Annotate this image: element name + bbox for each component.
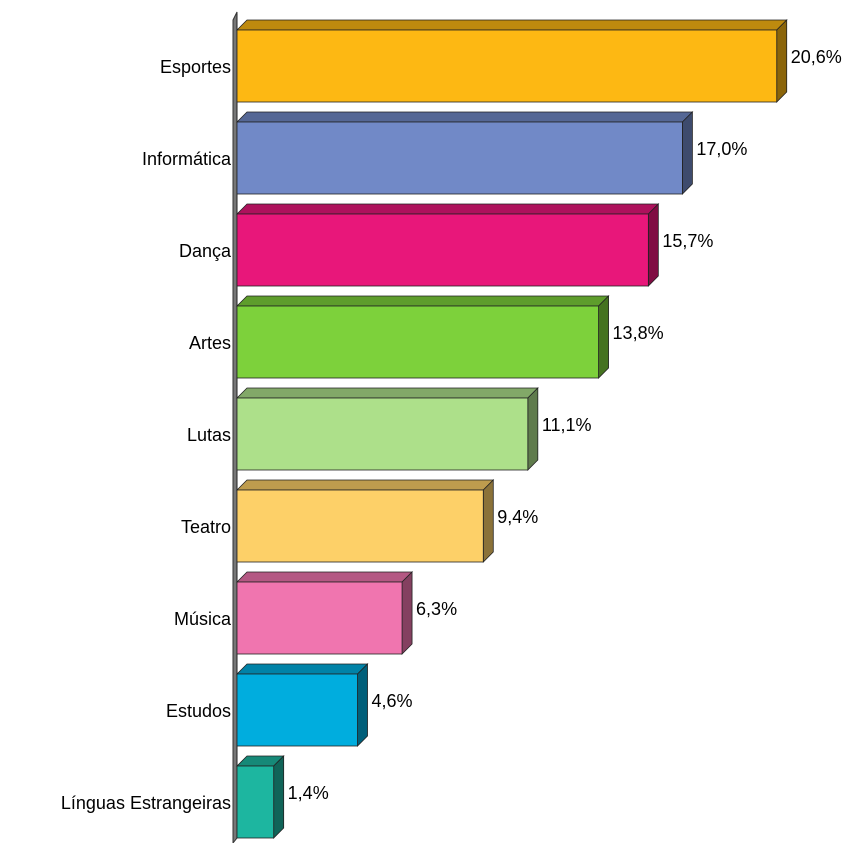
bar: [236, 121, 683, 195]
value-label: 4,6%: [372, 691, 413, 711]
category-label: Música: [174, 609, 232, 629]
bar-top: [236, 295, 610, 307]
value-label: 13,8%: [613, 323, 664, 343]
bar: [236, 305, 599, 379]
value-label: 11,1%: [542, 415, 592, 435]
value-label: 15,7%: [662, 231, 713, 251]
bar-side: [776, 19, 788, 103]
bar-top: [236, 479, 495, 491]
bar: [236, 213, 649, 287]
category-label: Informática: [142, 149, 232, 169]
bar: [236, 489, 484, 563]
bar-top: [236, 19, 788, 31]
category-label: Estudos: [166, 701, 231, 721]
bar: [236, 397, 529, 471]
bar-side: [401, 571, 413, 655]
value-label: 17,0%: [696, 139, 747, 159]
bar-side: [482, 479, 494, 563]
bar-top: [236, 571, 414, 583]
category-label: Teatro: [181, 517, 231, 537]
axis-wall: [232, 11, 238, 843]
bar: [236, 581, 403, 655]
bar-side: [273, 755, 285, 839]
bar-side: [647, 203, 659, 287]
category-label: Línguas Estrangeiras: [61, 793, 231, 813]
bar-top: [236, 203, 660, 215]
value-label: 1,4%: [288, 783, 329, 803]
value-label: 6,3%: [416, 599, 457, 619]
category-label: Lutas: [187, 425, 231, 445]
bar: [236, 673, 358, 747]
category-label: Esportes: [160, 57, 231, 77]
category-label: Dança: [179, 241, 232, 261]
value-label: 20,6%: [791, 47, 842, 67]
bar-side: [598, 295, 609, 379]
bar-side: [357, 663, 368, 747]
bar-top: [236, 111, 694, 123]
bar-side: [527, 387, 539, 471]
bar-side: [682, 111, 693, 195]
bar: [236, 29, 778, 103]
bar: [236, 765, 275, 839]
category-label: Artes: [189, 333, 231, 353]
bar-top: [236, 663, 369, 675]
value-label: 9,4%: [497, 507, 538, 527]
bar-top: [236, 387, 539, 399]
